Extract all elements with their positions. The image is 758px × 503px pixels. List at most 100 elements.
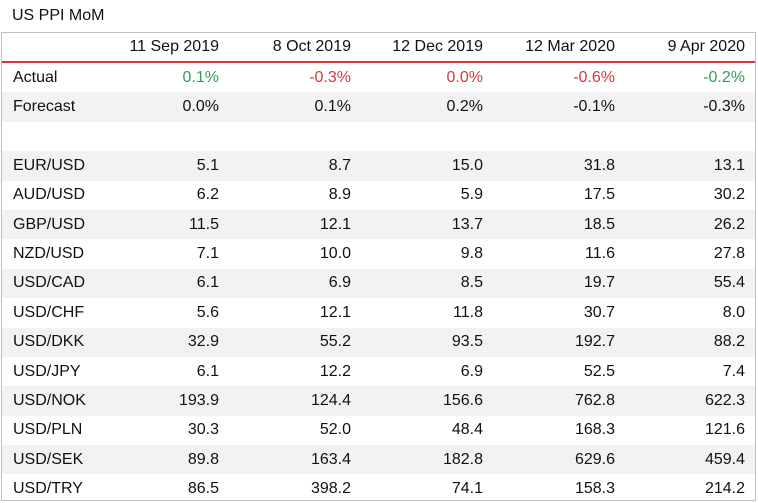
- pair-value: 30.3: [187, 421, 219, 439]
- pair-label: USD/CAD: [13, 274, 86, 292]
- pair-label: NZD/USD: [13, 245, 85, 263]
- pair-value: 398.2: [310, 480, 351, 498]
- forecast-value: -0.3%: [703, 98, 745, 116]
- pair-value: 163.4: [310, 450, 351, 468]
- table-row: USD/CAD 6.1 6.9 8.5 19.7 55.4: [2, 268, 755, 299]
- pair-label: USD/SEK: [13, 450, 84, 468]
- table-title: US PPI MoM: [12, 7, 105, 24]
- pair-value: 629.6: [574, 450, 615, 468]
- pair-value: 182.8: [442, 450, 483, 468]
- table-row: USD/NOK 193.9 124.4 156.6 762.8 622.3: [2, 386, 755, 416]
- actual-value: -0.3%: [309, 68, 351, 86]
- pair-value: 11.5: [189, 215, 219, 233]
- pair-value: 8.7: [328, 156, 351, 174]
- pair-label: GBP/USD: [13, 215, 86, 233]
- ppi-table-container: 11 Sep 2019 8 Oct 2019 12 Dec 2019 12 Ma…: [1, 32, 756, 501]
- table-row: EUR/USD 5.1 8.7 15.0 31.8 13.1: [2, 151, 755, 181]
- pair-value: 31.8: [583, 156, 615, 174]
- pair-value: 8.0: [722, 303, 745, 321]
- pair-value: 88.2: [713, 333, 745, 351]
- table-row: USD/DKK 32.9 55.2 93.5 192.7 88.2: [2, 327, 755, 357]
- pair-value: 52.0: [319, 421, 351, 439]
- pair-label: USD/JPY: [13, 362, 81, 380]
- pair-value: 89.8: [187, 450, 219, 468]
- header-cell: 12 Dec 2019: [392, 38, 483, 55]
- pair-value: 6.9: [328, 274, 351, 292]
- pair-value: 8.9: [328, 186, 351, 204]
- pair-label: EUR/USD: [13, 156, 86, 174]
- forecast-row: Forecast 0.0% 0.1% 0.2% -0.1% -0.3%: [2, 92, 755, 122]
- pair-value: 156.6: [442, 391, 483, 409]
- pair-value: 32.9: [187, 333, 219, 351]
- header-cell: 11 Sep 2019: [129, 38, 219, 55]
- table-row: USD/JPY 6.1 12.2 6.9 52.5 7.4: [2, 356, 755, 387]
- pair-value: 17.5: [583, 186, 615, 204]
- pair-value: 214.2: [704, 480, 745, 498]
- forecast-value: 0.1%: [314, 98, 351, 116]
- pair-label: USD/TRY: [13, 480, 83, 498]
- table-row: USD/SEK 89.8 163.4 182.8 629.6 459.4: [2, 445, 755, 475]
- forecast-value: 0.2%: [446, 98, 483, 116]
- pair-value: 459.4: [704, 450, 745, 468]
- pair-value: 124.4: [310, 391, 351, 409]
- pair-value: 5.9: [460, 186, 483, 204]
- pair-value: 121.6: [704, 421, 745, 439]
- pair-value: 11.8: [453, 303, 483, 321]
- table-row: USD/CHF 5.6 12.1 11.8 30.7 8.0: [2, 298, 755, 328]
- pair-value: 193.9: [178, 391, 219, 409]
- pair-value: 7.1: [196, 245, 219, 263]
- pair-value: 55.4: [713, 274, 745, 292]
- header-cell: 12 Mar 2020: [525, 38, 615, 55]
- spacer-cell: [2, 122, 755, 151]
- actual-value: 0.0%: [446, 68, 483, 86]
- pair-label: AUD/USD: [13, 186, 86, 204]
- table-row: USD/TRY 86.5 398.2 74.1 158.3 214.2: [2, 474, 755, 500]
- table-row: USD/PLN 30.3 52.0 48.4 168.3 121.6: [2, 415, 755, 446]
- pair-value: 6.9: [460, 362, 483, 380]
- pair-value: 7.4: [722, 362, 745, 380]
- pair-value: 6.2: [196, 186, 219, 204]
- forecast-value: 0.0%: [182, 98, 219, 116]
- table-row: NZD/USD 7.1 10.0 9.8 11.6 27.8: [2, 239, 755, 269]
- pair-value: 6.1: [196, 362, 219, 380]
- pair-value: 74.1: [451, 480, 483, 498]
- pair-value: 622.3: [704, 391, 745, 409]
- pair-value: 158.3: [574, 480, 615, 498]
- pair-value: 6.1: [196, 274, 219, 292]
- pair-value: 15.0: [451, 156, 483, 174]
- pair-value: 55.2: [319, 333, 351, 351]
- pair-value: 52.5: [583, 362, 615, 380]
- actual-value: -0.6%: [573, 68, 615, 86]
- pair-label: USD/CHF: [13, 303, 85, 321]
- row-label: Actual: [13, 68, 58, 86]
- actual-value: 0.1%: [182, 68, 219, 86]
- pair-value: 30.2: [713, 186, 745, 204]
- actual-row: Actual 0.1% -0.3% 0.0% -0.6% -0.2%: [2, 62, 755, 93]
- pair-value: 12.2: [319, 362, 351, 380]
- pair-value: 9.8: [460, 245, 483, 263]
- pair-value: 12.1: [319, 303, 351, 321]
- pair-value: 13.1: [713, 156, 745, 174]
- pair-value: 93.5: [451, 333, 483, 351]
- pair-value: 192.7: [574, 333, 615, 351]
- pair-value: 19.7: [583, 274, 615, 292]
- spacer-row: [2, 121, 755, 152]
- pair-label: USD/NOK: [13, 391, 86, 409]
- pair-label: USD/PLN: [13, 421, 83, 439]
- pair-value: 26.2: [713, 215, 745, 233]
- header-row: 11 Sep 2019 8 Oct 2019 12 Dec 2019 12 Ma…: [2, 33, 755, 62]
- table-row: AUD/USD 6.2 8.9 5.9 17.5 30.2: [2, 180, 755, 210]
- pair-value: 168.3: [574, 421, 615, 439]
- pair-value: 27.8: [713, 245, 745, 263]
- pair-value: 8.5: [460, 274, 483, 292]
- pair-value: 86.5: [187, 480, 219, 498]
- row-label: Forecast: [13, 98, 76, 116]
- header-cell: [2, 33, 104, 62]
- pair-value: 30.7: [583, 303, 615, 321]
- pair-value: 5.6: [196, 303, 219, 321]
- pair-value: 10.0: [319, 245, 351, 263]
- header-cell: 8 Oct 2019: [272, 38, 351, 55]
- pair-value: 11.6: [585, 245, 615, 263]
- table-row: GBP/USD 11.5 12.1 13.7 18.5 26.2: [2, 209, 755, 240]
- pair-value: 13.7: [451, 215, 483, 233]
